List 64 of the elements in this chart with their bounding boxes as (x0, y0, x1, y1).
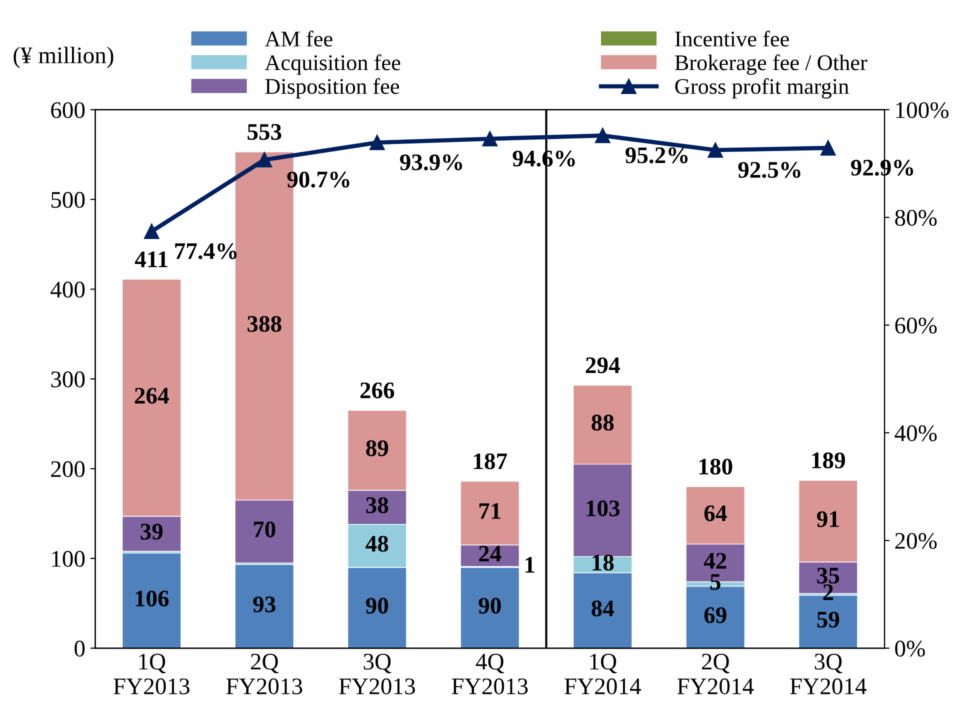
total-label: 189 (812, 452, 845, 468)
y-tick-label: 400 (50, 282, 85, 298)
data-label: 69 (704, 607, 726, 624)
x-tick-label: 4Q FY2013 (452, 654, 528, 694)
x-tick-label: 2Q FY2013 (226, 654, 302, 694)
y-tick-label: 200 (51, 461, 85, 478)
data-label: 39 (140, 524, 163, 540)
total-label: 187 (474, 453, 508, 470)
y-tick-label: 0 (74, 640, 85, 657)
data-label: 35 (817, 568, 840, 584)
data-label: 1 (526, 557, 534, 573)
y2-tick-label: 100% (896, 102, 949, 118)
data-label: 103 (586, 500, 620, 516)
data-label: 5 (710, 574, 720, 590)
legend-label: Disposition fee (265, 78, 399, 98)
x-tick-label: 2Q FY2014 (677, 654, 754, 694)
x-tick-label: 1Q FY2014 (564, 654, 641, 694)
data-label: 88 (592, 414, 614, 431)
data-label: 71 (479, 503, 500, 519)
legend-label: Gross profit margin (675, 78, 849, 99)
data-label: 64 (704, 505, 727, 522)
data-label: 264 (134, 388, 169, 404)
data-label: 18 (592, 554, 614, 571)
legend-label: Acquisition fee (264, 54, 400, 75)
data-label: 388 (248, 316, 282, 332)
total-label: 180 (700, 458, 732, 475)
y2-tick-label: 20% (895, 532, 937, 549)
x-tick-label: 1Q FY2013 (114, 654, 190, 694)
total-label: 266 (360, 382, 394, 398)
y-tick-label: 500 (51, 192, 85, 208)
data-label: 93.9% (400, 154, 462, 170)
data-label: 90.7% (287, 172, 350, 188)
y-tick-label: 100 (52, 550, 85, 567)
data-label: 93 (253, 596, 276, 612)
data-label: 95.2% (626, 147, 688, 164)
total-label: 294 (586, 357, 620, 374)
data-label: 92.5% (738, 162, 800, 178)
data-label: 84 (592, 600, 614, 616)
y-axis-title: (¥ million) (14, 46, 114, 68)
y-tick-label: 600 (51, 102, 85, 118)
data-label: 90 (366, 598, 388, 614)
data-label: 90 (478, 598, 501, 614)
data-label: 91 (816, 511, 839, 528)
data-label: 106 (136, 590, 169, 607)
y2-tick-label: 80% (895, 210, 937, 226)
legend-label: AM fee (264, 30, 332, 47)
data-label: 42 (704, 552, 726, 569)
data-label: 48 (366, 536, 388, 552)
y2-tick-label: 60% (895, 318, 937, 334)
y-tick-label: 300 (51, 371, 85, 388)
total-label: 411 (134, 252, 168, 268)
data-label: 70 (254, 521, 276, 538)
data-label: 89 (366, 440, 388, 456)
legend-label: Incentive fee (675, 30, 789, 47)
y2-tick-label: 40% (894, 425, 937, 442)
y2-tick-label: 0% (895, 640, 925, 657)
data-label: 59 (817, 612, 840, 628)
data-label: 38 (366, 497, 388, 514)
x-tick-label: 3Q FY2014 (790, 654, 866, 694)
data-label: 77.4% (175, 243, 237, 260)
data-label: 24 (479, 546, 502, 562)
total-label: 553 (248, 124, 282, 140)
legend-label: Brokerage fee / Other (674, 54, 868, 75)
x-tick-label: 3Q FY2013 (339, 654, 415, 694)
